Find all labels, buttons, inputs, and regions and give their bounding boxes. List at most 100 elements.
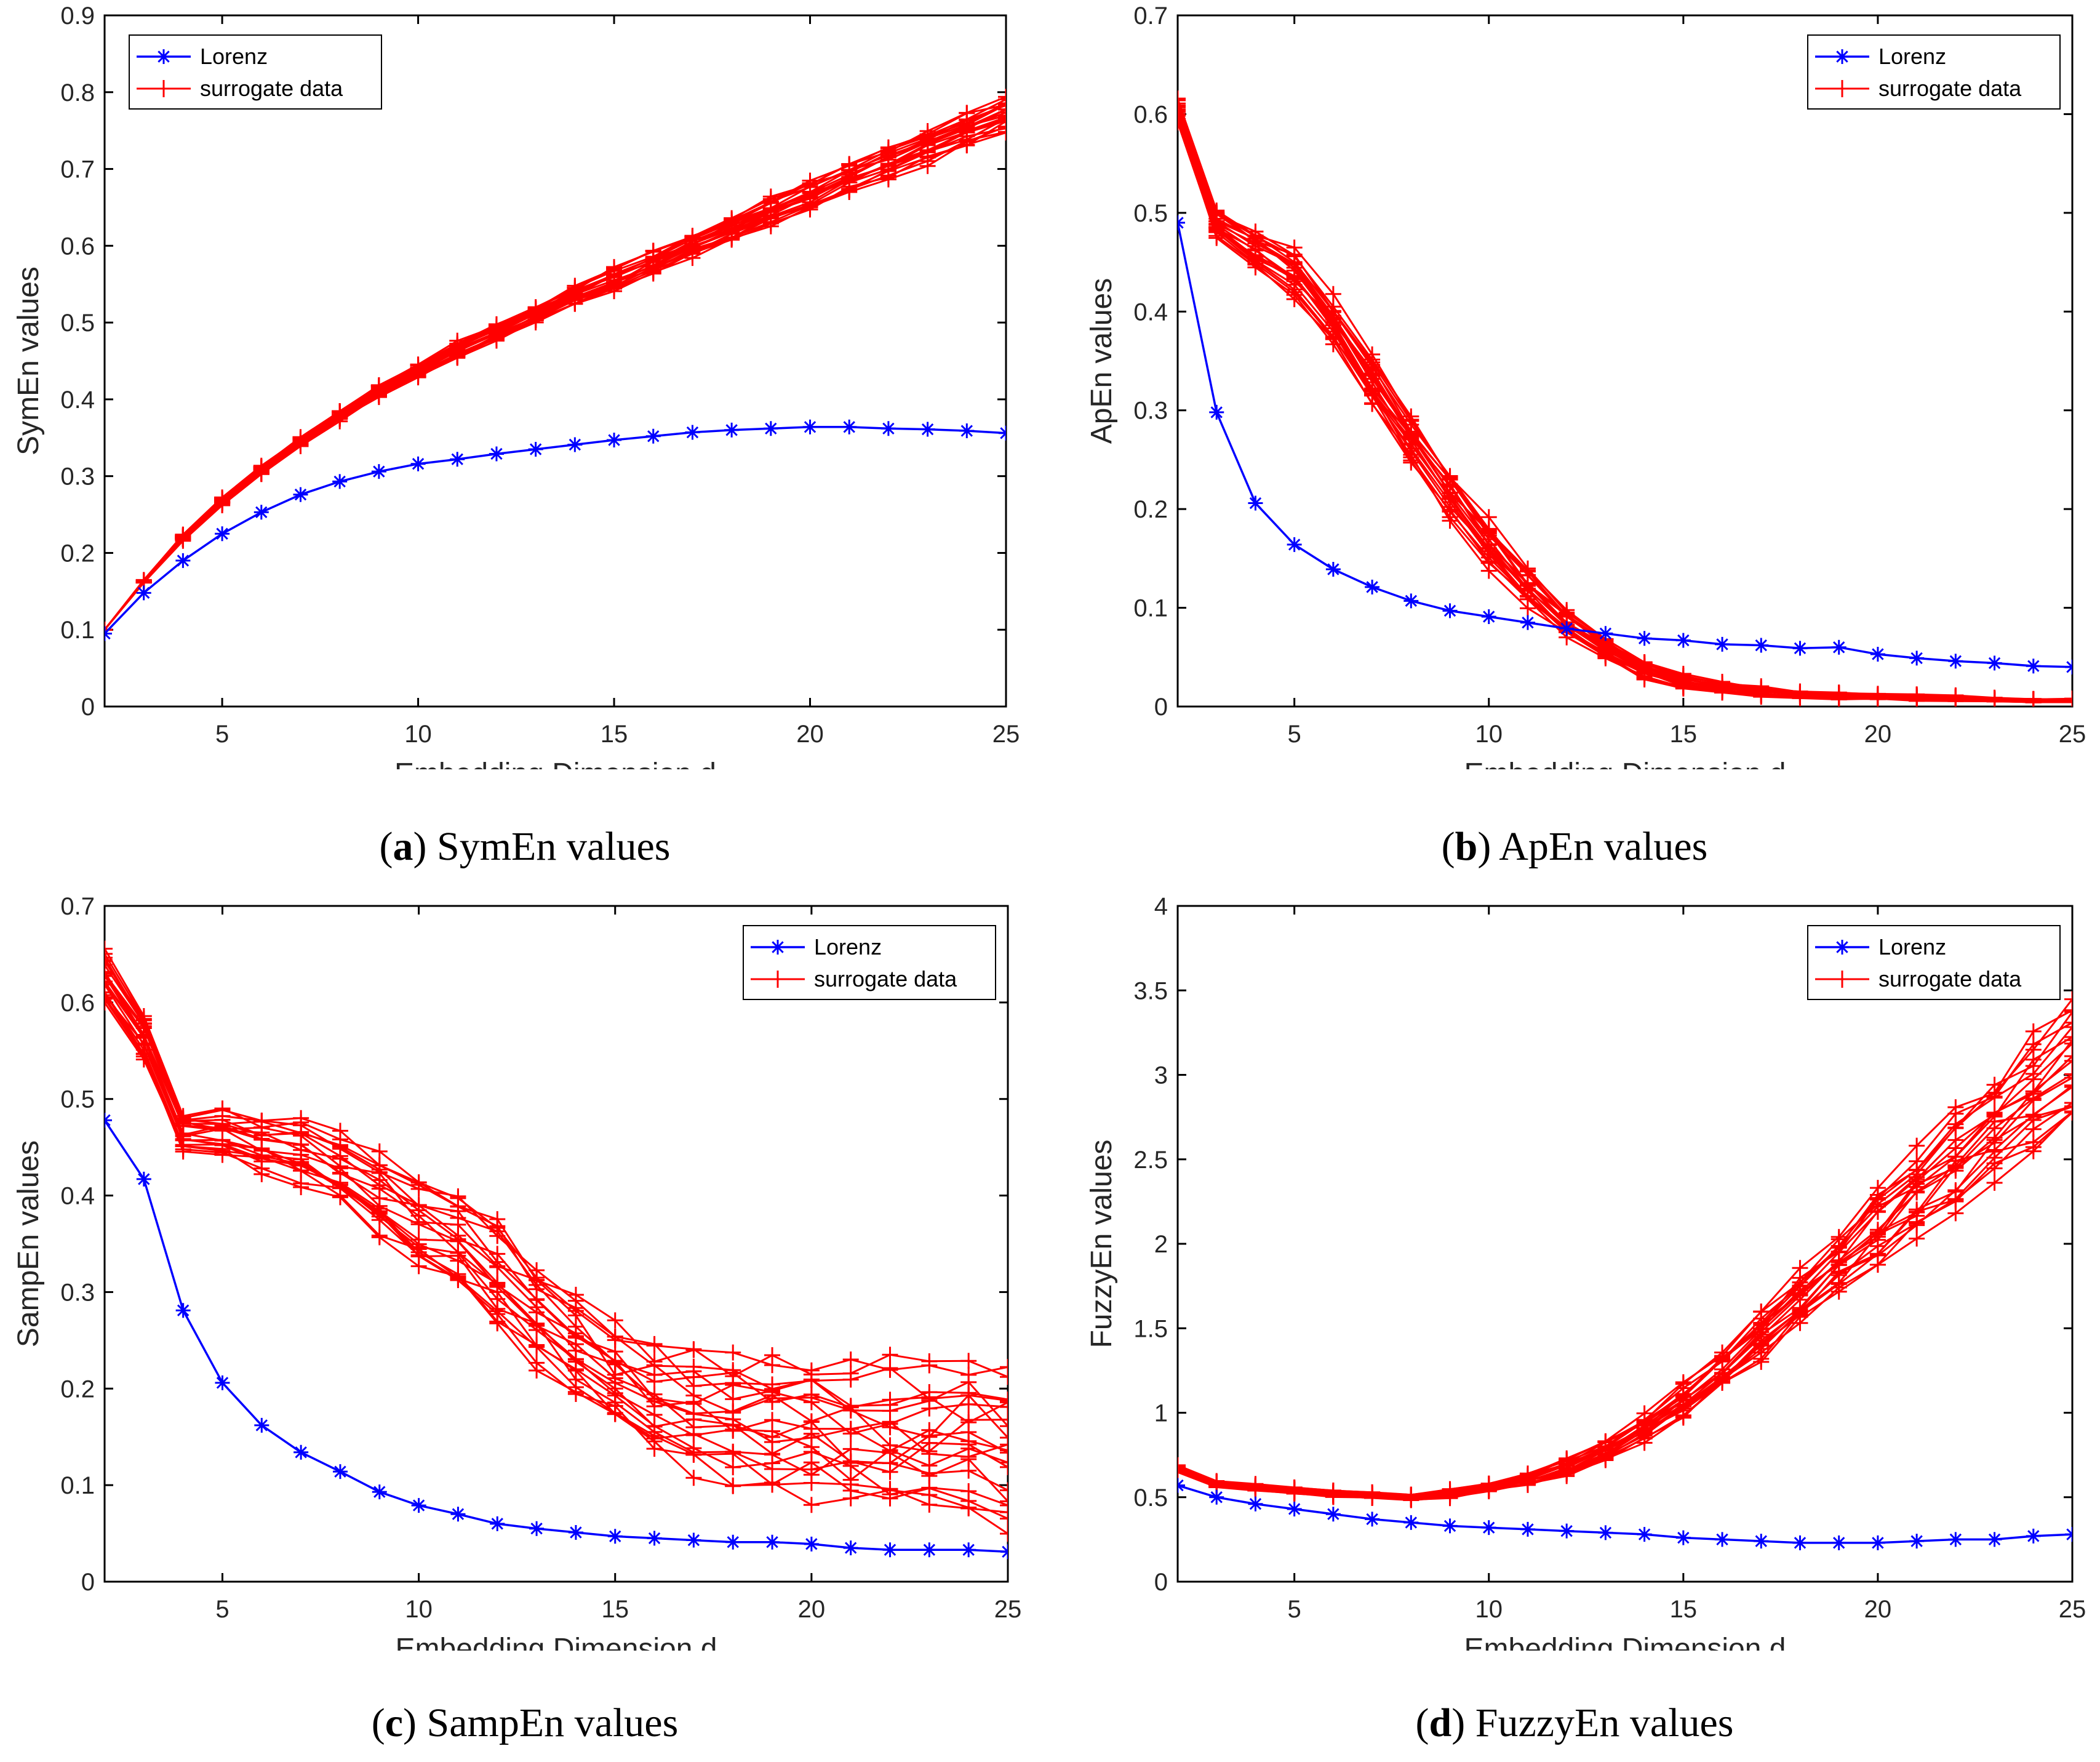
surrogate-point xyxy=(646,1419,663,1435)
surrogate-point xyxy=(882,1437,898,1454)
legend: Lorenz surrogate data xyxy=(129,34,382,110)
x-tick-label: 25 xyxy=(994,1596,1022,1623)
lorenz-point xyxy=(920,422,935,437)
legend: Lorenz surrogate data xyxy=(1807,34,2061,110)
surrogate-point xyxy=(762,191,779,207)
surrogate-point xyxy=(803,1413,820,1430)
y-tick-label: 0.7 xyxy=(60,156,95,183)
lorenz-point xyxy=(1481,1520,1496,1536)
surrogate-point xyxy=(685,1470,702,1486)
lorenz-point xyxy=(763,421,778,436)
lorenz-point xyxy=(1248,1496,1263,1512)
lorenz-point xyxy=(136,1171,151,1187)
surrogate-point xyxy=(2064,1066,2072,1083)
lorenz-point xyxy=(568,1525,583,1540)
surrogate-point xyxy=(332,402,348,419)
surrogate-point xyxy=(685,1419,702,1436)
surrogate-series-line xyxy=(1178,110,2072,702)
lorenz-point xyxy=(802,419,818,434)
legend-lorenz-label: Lorenz xyxy=(1878,934,1946,959)
surrogate-point xyxy=(105,987,113,1004)
surrogate-series-line xyxy=(105,120,1006,631)
panel-d: 5 10 15 20 25 0 0.5 1 1.5 2 2.5 3 3.5 4 Embedding Dime… xyxy=(1050,881,2099,1762)
x-tick-label: 15 xyxy=(1670,1596,1698,1623)
surrogate-point xyxy=(1947,1120,1964,1137)
lorenz-point xyxy=(1831,1535,1846,1550)
surrogate-point xyxy=(1178,101,1186,118)
surrogate-point xyxy=(1753,1303,1770,1320)
lorenz-point xyxy=(1637,1527,1652,1542)
surrogate-series-line xyxy=(1178,118,2072,703)
legend-box xyxy=(1807,34,2061,110)
surrogate-point xyxy=(410,356,426,373)
legend-lorenz-label: Lorenz xyxy=(814,934,882,959)
surrogate-point xyxy=(998,97,1006,113)
legend-box xyxy=(1807,925,2061,1000)
surrogate-point xyxy=(1178,92,1186,108)
lorenz-point xyxy=(1675,633,1691,648)
lorenz-point xyxy=(1248,495,1263,511)
surrogate-point xyxy=(527,299,544,316)
surrogate-point xyxy=(841,156,858,173)
surrogate-point xyxy=(2064,1004,2072,1020)
lorenz-point xyxy=(1909,651,1925,666)
surrogate-point xyxy=(105,957,113,974)
surrogate-point xyxy=(1000,1399,1008,1416)
surrogate-point xyxy=(489,1220,506,1236)
surrogate-point xyxy=(450,1190,466,1206)
lorenz-point xyxy=(1598,1525,1613,1540)
surrogate-point xyxy=(1559,604,1575,621)
surrogate-series-line xyxy=(1178,109,2072,702)
lorenz-point xyxy=(1403,1515,1419,1530)
surrogate-point xyxy=(1519,1465,1536,1482)
surrogate-point xyxy=(1831,1275,1847,1291)
lorenz-point xyxy=(1403,593,1419,609)
surrogate-point xyxy=(1909,686,1925,703)
surrogate-point xyxy=(919,122,936,139)
y-tick-label: 0.5 xyxy=(1133,200,1168,227)
lorenz-point xyxy=(1831,639,1846,655)
surrogate-point xyxy=(1178,95,1186,112)
surrogate-series-line xyxy=(1178,114,2072,702)
surrogate-series-line xyxy=(1178,114,2072,702)
legend-surrogate-label: surrogate data xyxy=(814,966,957,991)
surrogate-point xyxy=(842,1352,859,1368)
lorenz-point xyxy=(529,1521,545,1536)
y-tick-label: 0.1 xyxy=(1133,595,1168,622)
surrogate-point xyxy=(882,1419,898,1436)
surrogate-series-line xyxy=(1178,998,2072,1496)
y-tick-label: 2 xyxy=(1154,1231,1168,1258)
surrogate-point xyxy=(803,1497,820,1513)
surrogate-point xyxy=(1714,676,1731,692)
surrogate-point xyxy=(607,1332,623,1348)
surrogate-series-line xyxy=(1178,114,2072,703)
surrogate-point xyxy=(725,1368,741,1385)
surrogate-point xyxy=(2064,1079,2072,1095)
surrogate-point xyxy=(1947,1148,1964,1165)
surrogate-series-line xyxy=(105,118,1006,631)
surrogate-point xyxy=(1947,1183,1964,1200)
y-axis-label: ApEn values xyxy=(1085,278,1118,444)
surrogate-point xyxy=(959,105,975,121)
surrogate-point xyxy=(1364,346,1381,362)
surrogate-point xyxy=(1325,1483,1341,1499)
surrogate-point xyxy=(2064,991,2072,1007)
surrogate-point xyxy=(1000,1392,1008,1409)
surrogate-point xyxy=(410,1196,427,1213)
surrogate-point xyxy=(1831,1228,1847,1245)
surrogate-series-line xyxy=(1178,115,2072,703)
x-tick-label: 5 xyxy=(1288,1596,1301,1623)
surrogate-point xyxy=(371,1227,388,1244)
y-tick-label: 1.5 xyxy=(1133,1315,1168,1342)
lorenz-series-line xyxy=(105,426,1006,635)
surrogate-point xyxy=(2025,691,2042,707)
lorenz-point xyxy=(1987,655,2002,671)
surrogate-series-line xyxy=(1178,1026,2072,1497)
lorenz-point xyxy=(1520,1521,1535,1537)
surrogate-point xyxy=(1000,1525,1008,1542)
x-tick-label: 5 xyxy=(1288,721,1301,748)
surrogate-point xyxy=(567,280,583,297)
surrogate-point xyxy=(1403,1486,1419,1503)
surrogate-point xyxy=(960,1414,977,1431)
lorenz-point xyxy=(490,1516,505,1531)
